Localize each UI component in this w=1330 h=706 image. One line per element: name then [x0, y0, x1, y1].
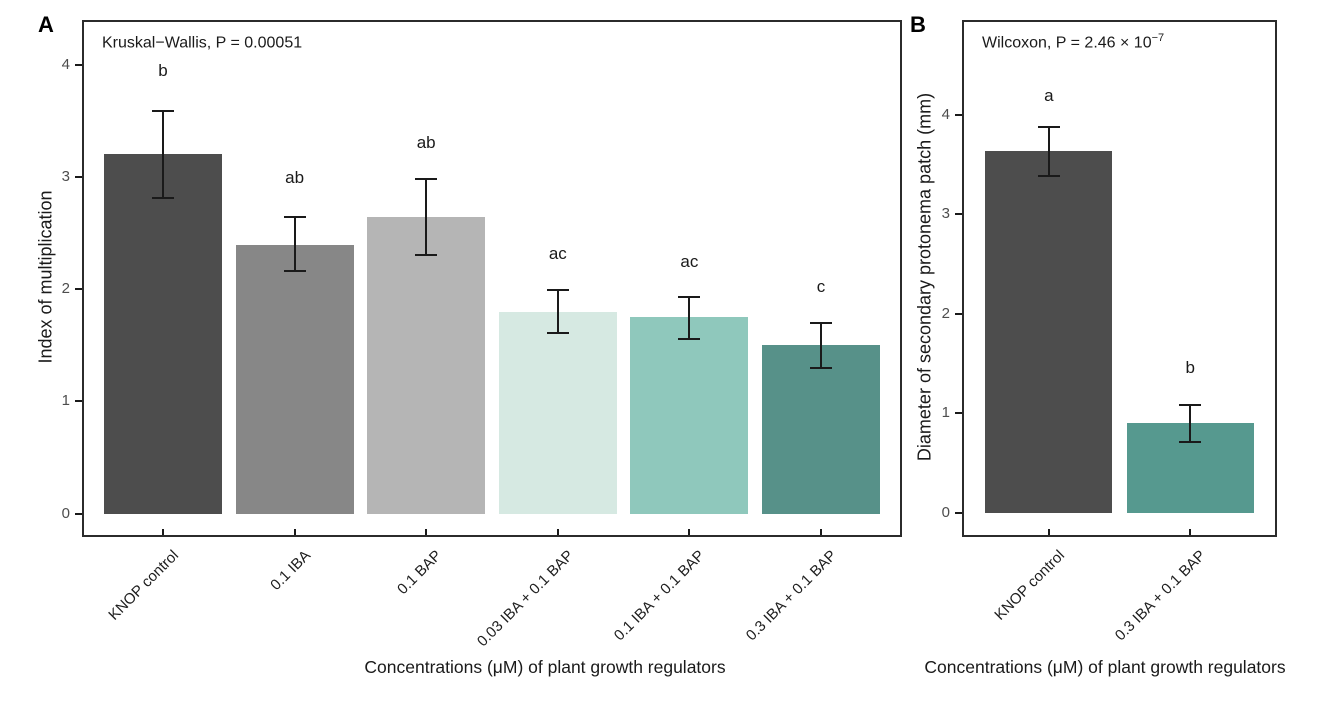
panel-b-x-tick-mark — [1047, 529, 1050, 535]
panel-a-y-tick-mark — [75, 400, 82, 403]
panel-a-x-tick-mark — [688, 529, 691, 535]
panel-b-y-tick-label: 0 — [941, 504, 950, 522]
panel-a-category-label: 0.1 IBA — [266, 547, 314, 594]
panel-a-error-bar-cap-bottom — [283, 270, 306, 273]
panel-a-error-bar-cap-bottom — [678, 337, 701, 340]
panel-a-category-label: 0.1 IBA + 0.1 BAP — [611, 547, 709, 645]
panel-a-bar — [367, 217, 485, 514]
panel-a-y-tick-label: 1 — [61, 392, 70, 410]
panel-a-sig-letter: ab — [416, 133, 436, 153]
panel-b-error-bar-cap-bottom — [1179, 441, 1202, 444]
panel-a-error-bar-line — [688, 297, 691, 339]
panel-b-y-tick-label: 3 — [941, 205, 950, 223]
panel-a-x-tick-mark — [425, 529, 428, 535]
panel-a-bar — [630, 317, 748, 514]
panel-a-error-bar-line — [556, 290, 559, 333]
panel-b-y-tick-mark — [955, 213, 962, 216]
panel-a-error-bar-line — [820, 322, 823, 368]
panel-a-sig-letter: ac — [680, 252, 699, 272]
panel-a-error-bar-cap-top — [151, 109, 174, 112]
panel-b-x-tick-mark — [1189, 529, 1192, 535]
panel-b-label: B — [910, 12, 926, 37]
panel-a-x-tick-mark — [820, 529, 823, 535]
panel-a-sig-letter: c — [816, 276, 826, 296]
panel-b-sig-letter: a — [1044, 85, 1054, 105]
panel-a-error-bar-line — [293, 217, 296, 272]
panel-b-y-tick-mark — [955, 312, 962, 315]
panel-b-error-bar-cap-bottom — [1037, 175, 1060, 178]
panel-b-x-axis-title: Concentrations (μM) of plant growth regu… — [924, 657, 1286, 677]
panel-b-error-bar-cap-top — [1179, 403, 1202, 406]
panel-a-x-tick-mark — [293, 529, 296, 535]
panel-a-error-bar-cap-bottom — [151, 197, 174, 200]
panel-a-stat-text: Kruskal−Wallis, P = 0.00051 — [102, 34, 303, 52]
panel-a-y-axis-title: Index of multiplication — [35, 190, 56, 364]
panel-b-stat-exponent: −7 — [1151, 32, 1165, 44]
panel-a-y-tick-label: 2 — [61, 280, 70, 298]
panel-a-x-axis-title: Concentrations (μM) of plant growth regu… — [364, 657, 726, 677]
panel-b-y-tick-label: 2 — [941, 304, 950, 322]
panel-a-category-label: 0.1 BAP — [394, 547, 446, 598]
panel-a-y-tick-mark — [75, 512, 82, 515]
panel-b-plot-area: Wilcoxon, P = 2.46 × 10−7 0 1 2 3 4 a KNOP con… — [942, 20, 1277, 644]
panel-b-y-tick-mark — [955, 512, 962, 515]
panel-a-y-tick-mark — [75, 175, 82, 178]
panel-a-error-bar-line — [161, 110, 164, 199]
panel-a-bar — [104, 154, 222, 514]
panel-b-y-tick-label: 1 — [941, 404, 950, 422]
panel-b-sig-letter: b — [1185, 357, 1195, 377]
panel-a-category-label: KNOP control — [105, 547, 182, 624]
panel-b-error-bar-cap-top — [1037, 125, 1060, 128]
panel-a-y-tick-label: 4 — [61, 55, 70, 73]
panel-a-x-tick-mark — [161, 529, 164, 535]
panel-a-x-tick-mark — [556, 529, 559, 535]
panel-b-error-bar-line — [1047, 126, 1050, 177]
panel-a-y-tick-mark — [75, 63, 82, 66]
panel-a-sig-letter: ab — [285, 168, 305, 188]
panel-a-sig-letter: ac — [548, 244, 567, 264]
panel-a-bar — [762, 345, 880, 514]
panel-a-error-bar-cap-bottom — [810, 366, 833, 369]
panel-b-y-tick-mark — [955, 412, 962, 415]
panel-a-error-bar-cap-top — [283, 216, 306, 219]
panel-b-stat-text: Wilcoxon, P = 2.46 × 10 — [982, 34, 1152, 52]
panel-a-category-label: 0.3 IBA + 0.1 BAP — [742, 547, 841, 645]
panel-a-y-tick-label: 0 — [61, 504, 70, 522]
panel-a-error-bar-line — [425, 179, 428, 256]
panel-b-y-tick-mark — [955, 113, 962, 116]
panel-a-bar — [236, 245, 354, 514]
panel-a-plot-area: Kruskal−Wallis, P = 0.00051 0 1 2 3 4 b KNOP c… — [62, 20, 902, 650]
panel-a-error-bar-cap-top — [810, 321, 833, 324]
panel-b-error-bar-line — [1189, 404, 1192, 443]
panel-a-error-bar-cap-bottom — [415, 254, 438, 257]
panel-a-error-bar-cap-bottom — [546, 331, 569, 334]
panel-a-error-bar-cap-top — [415, 178, 438, 181]
panel-a-stat-annotation: Kruskal−Wallis, P = 0.00051 — [102, 32, 302, 52]
panel-a-bar — [499, 311, 617, 514]
panel-b-bar — [985, 151, 1112, 514]
panel-a-error-bar-cap-top — [546, 289, 569, 292]
panel-a-y-tick-label: 3 — [61, 167, 70, 185]
panel-a-label: A — [38, 12, 54, 37]
panel-a-y-tick-mark — [75, 288, 82, 291]
panel-a-error-bar-cap-top — [678, 296, 701, 299]
panel-b-category-label: KNOP control — [991, 547, 1068, 624]
panel-b-stat-annotation: Wilcoxon, P = 2.46 × 10−7 — [982, 32, 1164, 52]
panel-b-category-label: 0.3 IBA + 0.1 BAP — [1111, 547, 1210, 645]
panel-b-y-tick-label: 4 — [941, 105, 950, 123]
panel-a-sig-letter: b — [158, 61, 168, 81]
panel-a-category-label: 0.03 IBA + 0.1 BAP — [473, 547, 577, 651]
